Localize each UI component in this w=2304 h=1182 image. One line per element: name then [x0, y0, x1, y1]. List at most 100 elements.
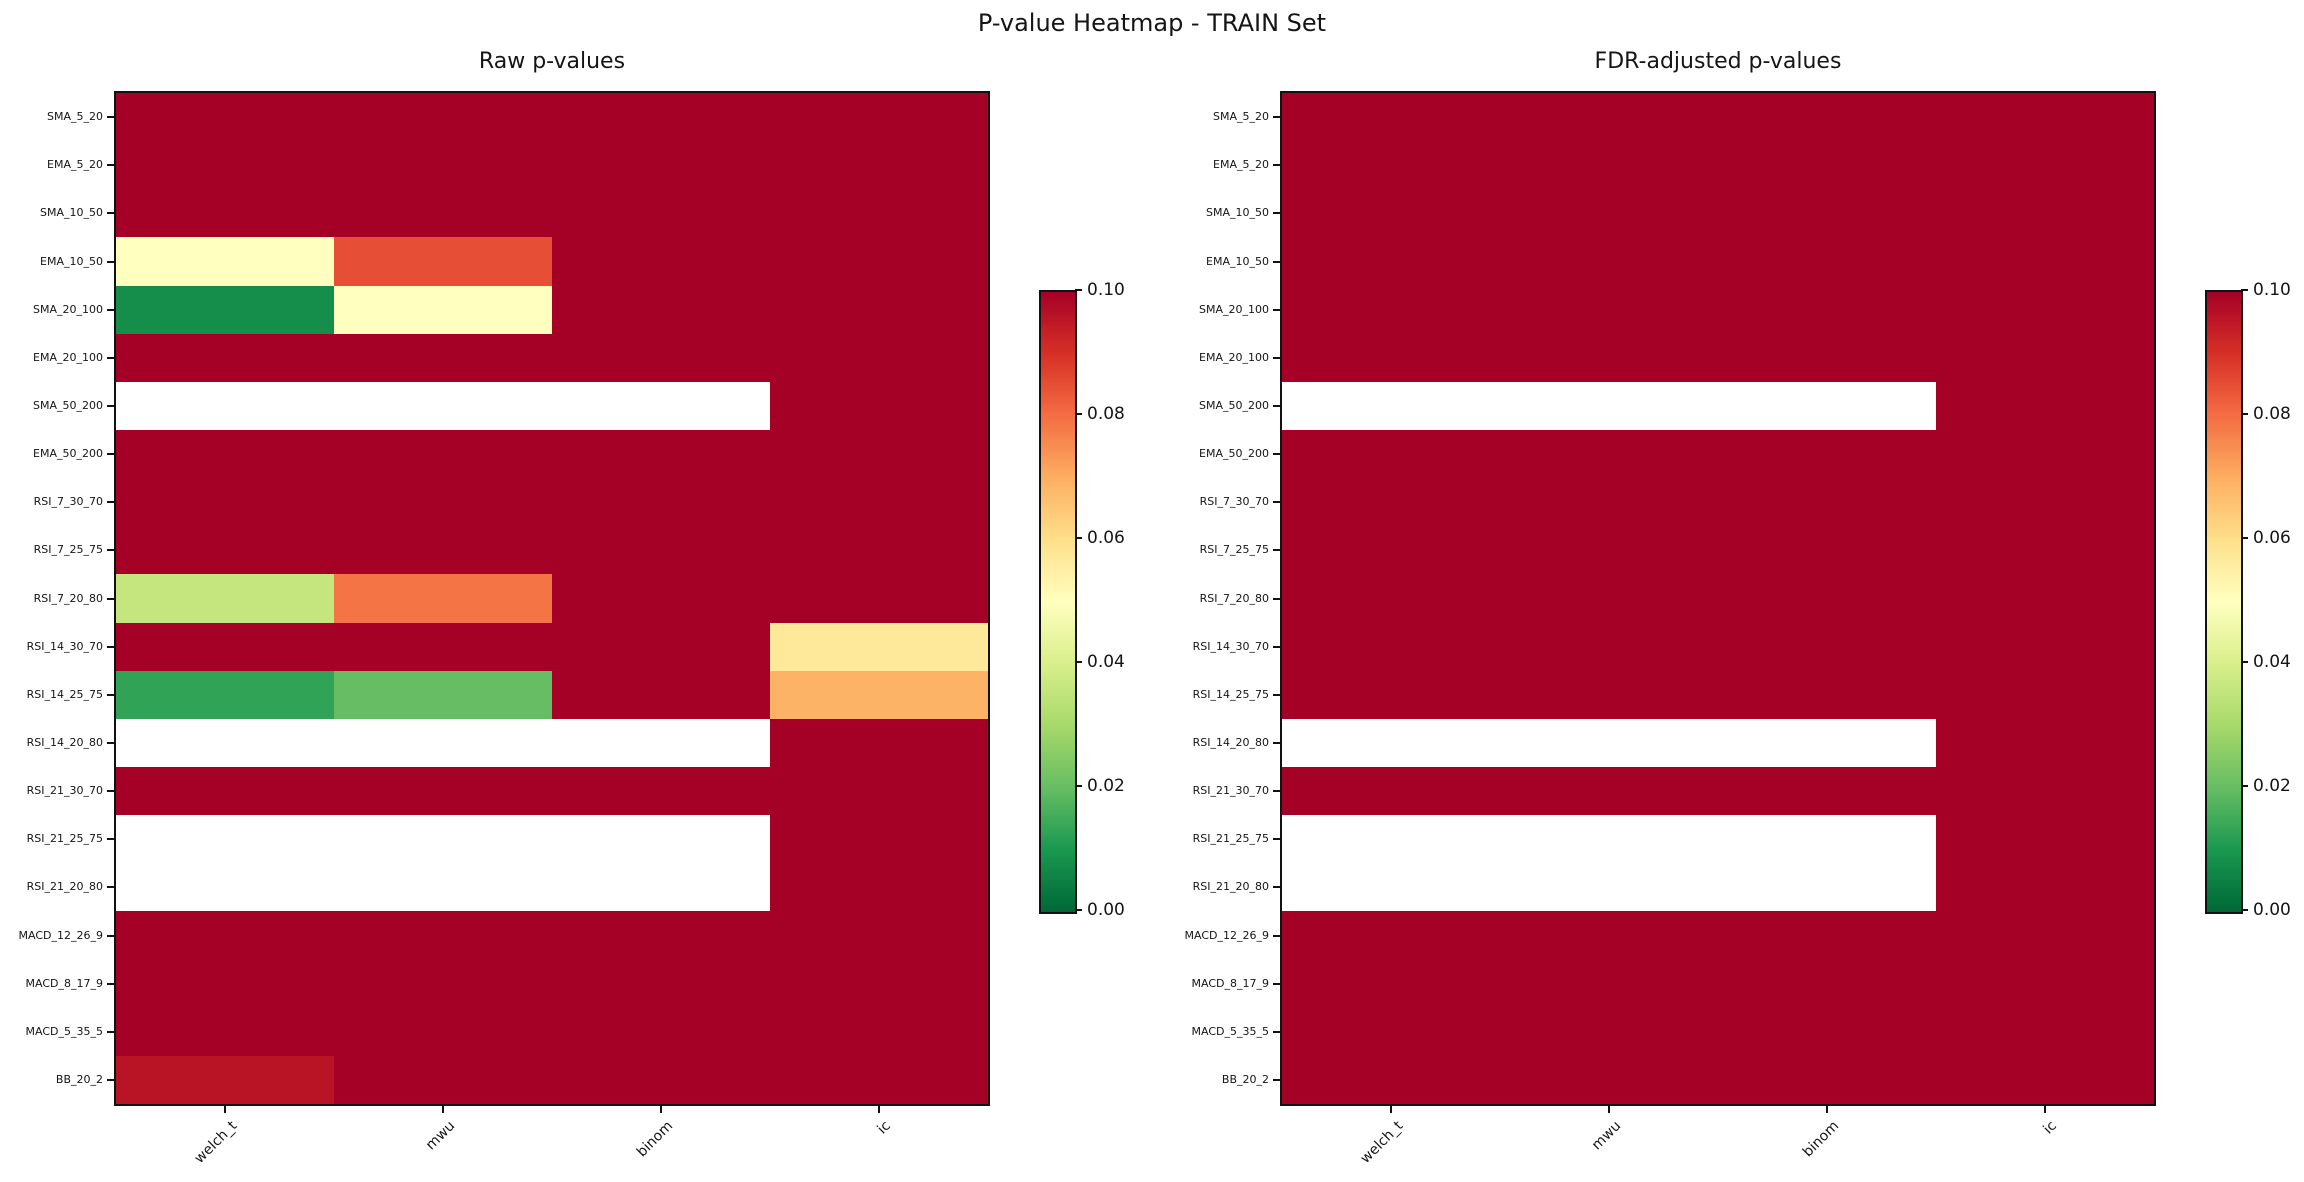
y-tick [107, 1078, 114, 1081]
colorbar-tick [2241, 537, 2248, 539]
heatmap-cell [1936, 959, 2154, 1008]
y-axis-label: RSI_7_20_80 [1199, 591, 1269, 605]
heatmap-cell [1936, 429, 2154, 479]
x-tick [2044, 1106, 2046, 1113]
heatmap-cell [1282, 959, 1500, 1008]
x-axis-label: ic [874, 1118, 895, 1138]
heatmap-cell [552, 622, 770, 671]
heatmap-cell [1500, 429, 1718, 479]
heatmap-cell [1936, 863, 2154, 912]
heatmap-cell [552, 718, 770, 767]
y-axis-label: RSI_21_25_75 [1192, 832, 1269, 846]
heatmap-cell [552, 285, 770, 334]
heatmap-cell [1282, 766, 1500, 816]
y-axis-label: SMA_10_50 [40, 206, 103, 220]
y-axis-label: BB_20_2 [1221, 1072, 1269, 1086]
heatmap-cell [1282, 622, 1500, 671]
y-axis-label: SMA_50_200 [1199, 398, 1269, 412]
heatmap-cell [1500, 333, 1718, 382]
y-axis-label: SMA_5_20 [47, 110, 103, 124]
y-axis-label: MACD_8_17_9 [25, 976, 103, 990]
heatmap-cell [1718, 670, 1936, 719]
y-axis-label: RSI_21_20_80 [1192, 880, 1269, 894]
y-tick [107, 790, 114, 793]
heatmap-cell [1718, 959, 1936, 1008]
heatmap-cell [1500, 718, 1718, 767]
heatmap-cell [1500, 93, 1718, 142]
heatmap-cell [1500, 574, 1718, 623]
heatmap-cell [1500, 670, 1718, 719]
heatmap-cell [770, 622, 988, 671]
y-tick [107, 741, 114, 744]
heatmap-cell [552, 333, 770, 382]
colorbar-tick [1075, 661, 1082, 663]
heatmap-cell [1936, 574, 2154, 623]
heatmap-cell [1282, 718, 1500, 767]
y-axis-label: EMA_50_200 [33, 447, 103, 461]
panel-title-fdr-adjusted-p-values: FDR-adjusted p-values [1594, 49, 1842, 74]
y-axis-label: MACD_12_26_9 [1184, 928, 1269, 942]
y-axis-label: RSI_14_20_80 [26, 735, 103, 749]
heatmap-cell [552, 141, 770, 190]
heatmap-cell [116, 429, 334, 479]
heatmap-cell [116, 622, 334, 671]
colorbar-tick [1075, 289, 1082, 291]
heatmap-cell [1282, 911, 1500, 960]
colorbar-tick [1075, 413, 1082, 415]
colorbar-tick [1075, 909, 1082, 911]
figure-title: P-value Heatmap - TRAIN Set [977, 9, 1327, 37]
heatmap-cell [116, 478, 334, 527]
heatmap-cell [334, 189, 552, 238]
heatmap-cell [334, 381, 552, 430]
heatmap-cell [1718, 478, 1936, 527]
heatmap-cell [552, 766, 770, 816]
colorbar-tick-label: 0.08 [1087, 404, 1125, 424]
heatmap-cell [1936, 766, 2154, 816]
x-tick [878, 1106, 880, 1113]
y-axis-label: MACD_5_35_5 [25, 1024, 103, 1038]
y-axis-label: SMA_5_20 [1213, 110, 1269, 124]
x-tick [1390, 1106, 1392, 1113]
heatmap-cell [1718, 622, 1936, 671]
y-axis-label: RSI_14_25_75 [1192, 687, 1269, 701]
y-axis-label: RSI_21_20_80 [26, 880, 103, 894]
heatmap-cell [1936, 333, 2154, 382]
heatmap-cell [770, 766, 988, 816]
y-axis-label: EMA_50_200 [1199, 447, 1269, 461]
heatmap-cell [116, 1007, 334, 1056]
heatmap-cell [1282, 429, 1500, 479]
heatmap-cell [1500, 815, 1718, 864]
heatmap-cell [552, 93, 770, 142]
y-axis-label: EMA_20_100 [33, 350, 103, 364]
heatmap-cell [552, 526, 770, 575]
heatmap-cell [116, 381, 334, 430]
colorbar-tick-label: 0.00 [2253, 900, 2291, 920]
y-axis-label: EMA_5_20 [47, 158, 103, 172]
y-tick [107, 356, 114, 359]
heatmap-cell [1500, 141, 1718, 190]
heatmap-cell [1282, 141, 1500, 190]
heatmap-cell [116, 959, 334, 1008]
heatmap-cell [116, 333, 334, 382]
y-axis-label: EMA_10_50 [1206, 254, 1269, 268]
y-tick [107, 597, 114, 600]
y-tick [1273, 1078, 1280, 1081]
y-tick [1273, 308, 1280, 311]
y-axis-label: RSI_21_25_75 [26, 832, 103, 846]
heatmap-cell [770, 863, 988, 912]
x-tick [442, 1106, 444, 1113]
heatmap-cell [116, 911, 334, 960]
y-axis-label: RSI_7_30_70 [33, 495, 103, 509]
y-tick [107, 1030, 114, 1033]
colorbar-tick [2241, 909, 2248, 911]
heatmap-cell [770, 141, 988, 190]
y-tick [1273, 356, 1280, 359]
heatmap-cell [1282, 381, 1500, 430]
heatmap-cell [770, 670, 988, 719]
y-axis-label: EMA_10_50 [40, 254, 103, 268]
heatmap-cell [552, 237, 770, 286]
y-axis-label: MACD_8_17_9 [1191, 976, 1269, 990]
heatmap-cell [1500, 1007, 1718, 1056]
y-tick [1273, 501, 1280, 504]
x-tick [1826, 1106, 1828, 1113]
